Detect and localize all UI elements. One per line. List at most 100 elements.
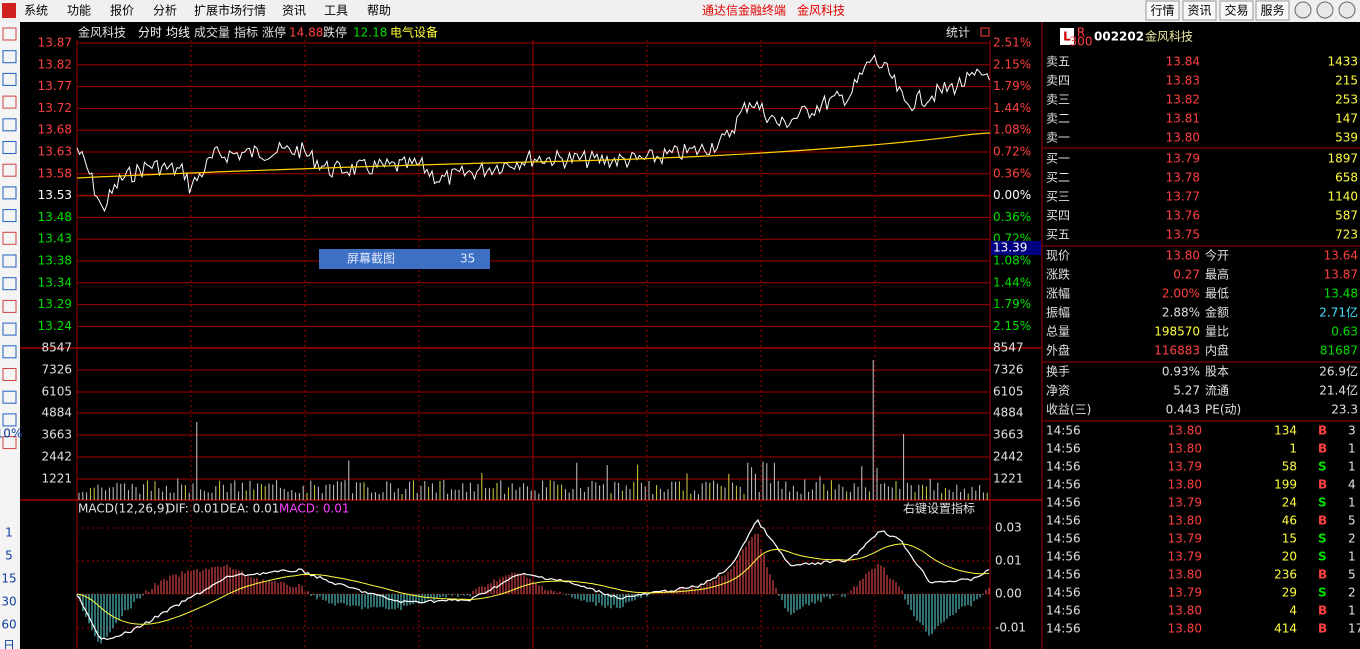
toolbar-label[interactable]: 10% <box>0 427 22 441</box>
chart-tab[interactable]: 均线 <box>166 26 190 40</box>
tick-count: 3 <box>1348 424 1356 438</box>
book-price: 13.78 <box>1166 171 1200 185</box>
stat-value: 13.64 <box>1324 249 1358 263</box>
stat-label: 振幅 <box>1046 305 1070 320</box>
tick-price: 13.80 <box>1168 478 1202 492</box>
toolbar-icon[interactable] <box>2 95 17 109</box>
tick-side: B <box>1318 514 1327 528</box>
tick-volume: 199 <box>1274 478 1297 492</box>
toolbar-label[interactable]: 5 <box>5 549 13 563</box>
toolbar-icon[interactable] <box>2 413 17 427</box>
toolbar-icon[interactable] <box>2 72 17 86</box>
toolbar-label[interactable]: 日 <box>3 639 15 649</box>
popup-label: 屏幕截图 <box>347 252 395 266</box>
book-price: 13.77 <box>1166 190 1200 204</box>
top-button[interactable] <box>1182 0 1217 21</box>
menu-item[interactable]: 帮助 <box>367 4 391 18</box>
volume-axis-label: 1221 <box>993 472 1024 486</box>
toolbar-icon[interactable] <box>2 231 17 245</box>
toolbar-icon[interactable] <box>2 368 17 381</box>
toolbar-icon[interactable] <box>2 277 17 291</box>
tick-time: 14:56 <box>1046 532 1081 546</box>
toolbar-icon[interactable] <box>2 299 17 313</box>
menu-item[interactable]: 工具 <box>324 4 348 18</box>
toolbar-label[interactable]: 1 <box>5 526 13 540</box>
toolbar-icon[interactable] <box>2 254 17 268</box>
book-volume: 658 <box>1335 171 1358 185</box>
chart-tab[interactable]: 成交量 <box>194 25 230 40</box>
macd-value: MACD: 0.01 <box>279 502 350 516</box>
stat-value: 26.9亿 <box>1319 364 1358 379</box>
tick-time: 14:56 <box>1046 568 1081 582</box>
stat-value: 0.443 <box>1166 403 1200 417</box>
cursor-label: 13.39 <box>993 241 1027 255</box>
stat-value: 23.3 <box>1331 403 1358 417</box>
tick-price: 13.80 <box>1168 442 1202 456</box>
price-axis-label: 13.48 <box>38 210 72 224</box>
volume-axis-label: 7326 <box>993 363 1024 377</box>
volume-axis-label: 8547 <box>993 341 1024 355</box>
top-button[interactable] <box>1255 0 1290 21</box>
toolbar-icon[interactable] <box>2 50 17 64</box>
tick-price: 13.80 <box>1168 604 1202 618</box>
menu-item[interactable]: 功能 <box>67 4 91 18</box>
toolbar-icon[interactable] <box>2 322 17 336</box>
tick-count: 1 <box>1348 496 1356 510</box>
tick-time: 14:56 <box>1046 586 1081 600</box>
window-control[interactable] <box>1316 1 1334 19</box>
tick-side: S <box>1318 496 1327 510</box>
toolbar-icon[interactable] <box>2 27 17 41</box>
tick-time: 14:56 <box>1046 496 1081 510</box>
toolbar-icon[interactable] <box>2 141 17 154</box>
book-volume: 147 <box>1335 112 1358 126</box>
stat-label: 最高 <box>1205 267 1229 282</box>
volume-axis-label: 3663 <box>993 428 1024 442</box>
menu-item[interactable]: 资讯 <box>282 4 306 18</box>
menu-item[interactable]: 系统 <box>24 4 48 18</box>
stat-label: 现价 <box>1046 249 1070 263</box>
window-control[interactable] <box>1294 1 1312 19</box>
stat-value: 13.48 <box>1324 287 1358 301</box>
stock-title: 金风科技 <box>797 3 845 18</box>
menu-item[interactable]: 扩展市场行情 <box>194 3 266 18</box>
toolbar-label[interactable]: 15 <box>1 572 16 586</box>
book-label: 卖二 <box>1046 112 1070 126</box>
toolbar-icon[interactable] <box>2 209 17 223</box>
book-label: 买一 <box>1046 152 1070 166</box>
toolbar-icon[interactable] <box>2 186 17 200</box>
price-axis-label: 13.58 <box>38 166 72 180</box>
tick-count: 1 <box>1348 442 1356 456</box>
tick-side: S <box>1318 532 1327 546</box>
top-button[interactable] <box>1219 0 1254 21</box>
toolbar-icon[interactable] <box>2 390 17 404</box>
menu-item[interactable]: 分析 <box>153 4 177 18</box>
stats-button[interactable]: 统计 <box>946 26 970 40</box>
stock-name: 金风科技 <box>1145 29 1193 44</box>
price-axis-label: 13.29 <box>38 297 72 311</box>
toolbar-icon[interactable] <box>2 118 17 132</box>
menu-item[interactable]: 报价 <box>110 3 134 18</box>
chart-tab[interactable]: 分时 <box>138 26 162 40</box>
popup[interactable] <box>319 249 490 269</box>
tick-count: 5 <box>1348 568 1356 582</box>
toolbar-icon[interactable] <box>2 436 17 450</box>
volume-axis-label: 2442 <box>41 450 72 464</box>
macd-dea: DEA: 0.01 <box>220 502 279 516</box>
tick-volume: 1 <box>1289 442 1297 456</box>
tick-time: 14:56 <box>1046 478 1081 492</box>
toolbar-label[interactable]: 60 <box>1 618 16 632</box>
chart-tab[interactable]: 指标 <box>234 25 258 40</box>
toolbar-icon[interactable] <box>2 345 17 359</box>
price-axis-label: 13.68 <box>38 123 72 137</box>
top-button[interactable] <box>1145 0 1180 21</box>
stat-value: 21.4亿 <box>1319 383 1358 398</box>
price-line <box>76 53 990 213</box>
window-control[interactable] <box>1338 1 1356 19</box>
macd-settings[interactable]: 右键设置指标 <box>903 501 975 516</box>
toolbar-label[interactable]: 30 <box>1 595 16 609</box>
tick-price: 13.80 <box>1168 514 1202 528</box>
toolbar-icon[interactable] <box>2 163 17 177</box>
price-axis-label: 13.38 <box>38 254 72 268</box>
